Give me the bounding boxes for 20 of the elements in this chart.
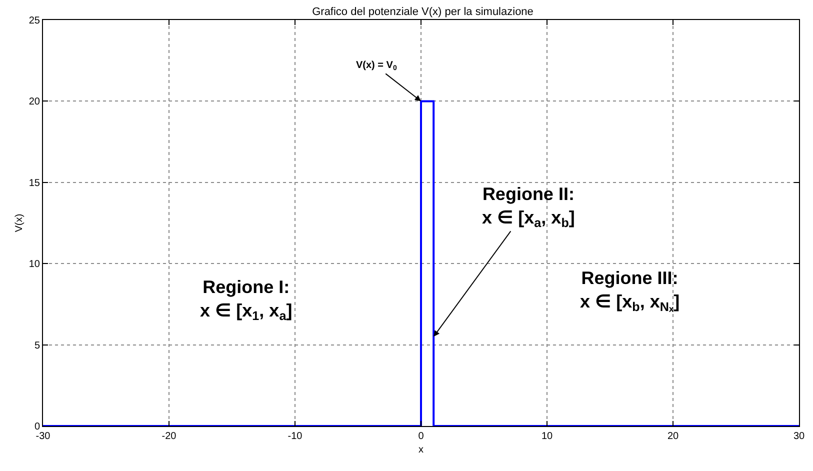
y-tick-label: 15 [28, 178, 40, 189]
x-tick-label: -10 [288, 431, 303, 442]
y-tick-label: 25 [28, 16, 40, 26]
annotation: Regione III: x ∈ [x$_{b}$, x$_{Nₓ}$] [580, 268, 680, 314]
x-axis-title: x [418, 444, 424, 456]
annotation: Regione I: x ∈ [x$_{1}$, x$_{a}$] [200, 277, 292, 324]
chart-title: Grafico del potenziale V(x) per la simulazione [312, 6, 534, 18]
y-axis-title: V(x) [14, 214, 25, 232]
y-tick-label: 20 [28, 96, 40, 108]
y-tick-label: 10 [28, 259, 40, 270]
x-tick-label: 0 [418, 431, 424, 442]
y-tick-label: 5 [34, 340, 40, 352]
annotation: V(x) = V$_{0}$ [356, 60, 397, 72]
x-tick-label: 20 [667, 431, 679, 442]
y-tick-label: 0 [34, 422, 40, 432]
x-tick-label: -20 [162, 431, 177, 442]
x-tick-label: 10 [541, 431, 553, 442]
x-tick-label: 30 [793, 431, 805, 442]
annotation: Regione II: x ∈ [x$_{a}$, x$_{b}$] [482, 184, 575, 230]
x-tick-label: -30 [36, 431, 51, 442]
